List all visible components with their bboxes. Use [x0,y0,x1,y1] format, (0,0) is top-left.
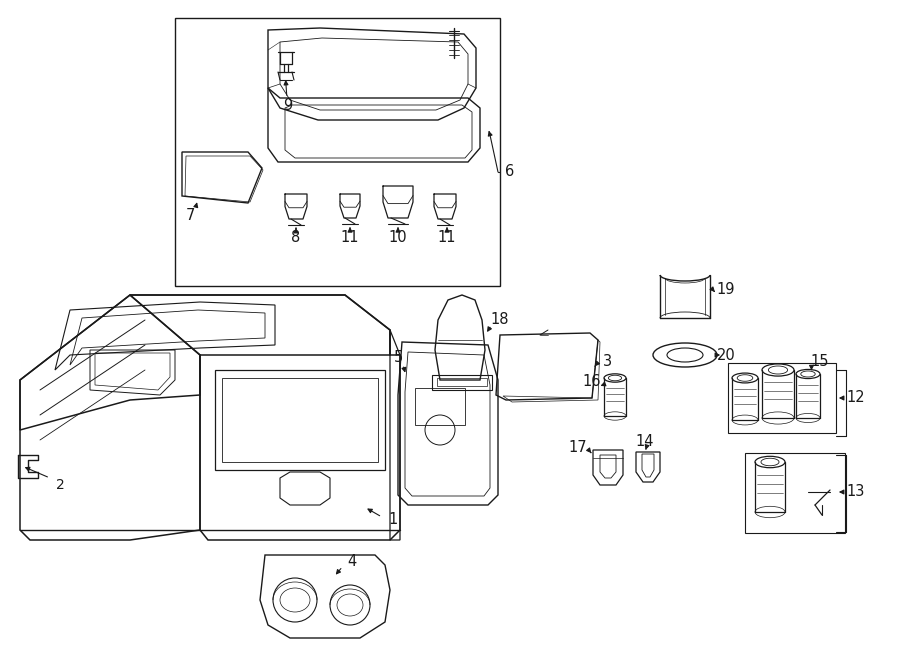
Text: 12: 12 [847,391,865,405]
Text: 9: 9 [284,98,292,112]
Text: 1: 1 [389,512,398,527]
Text: 7: 7 [185,208,194,223]
Text: 18: 18 [491,313,509,327]
Text: 3: 3 [603,354,613,369]
Text: 15: 15 [811,354,829,369]
Text: 4: 4 [347,555,356,570]
Text: 17: 17 [569,440,588,455]
Text: 6: 6 [506,165,515,180]
Bar [728,363,836,433]
Bar [745,453,845,533]
Text: 11: 11 [437,231,456,245]
Text: 13: 13 [847,485,865,500]
Text: 8: 8 [292,231,301,245]
Text: 11: 11 [341,231,359,245]
Bar [175,18,500,286]
Text: 2: 2 [56,478,65,492]
Text: 19: 19 [716,282,735,297]
Text: 16: 16 [583,375,601,389]
Text: 5: 5 [393,350,402,366]
Text: 20: 20 [716,348,735,362]
Text: 14: 14 [635,434,654,449]
Text: 10: 10 [389,231,408,245]
